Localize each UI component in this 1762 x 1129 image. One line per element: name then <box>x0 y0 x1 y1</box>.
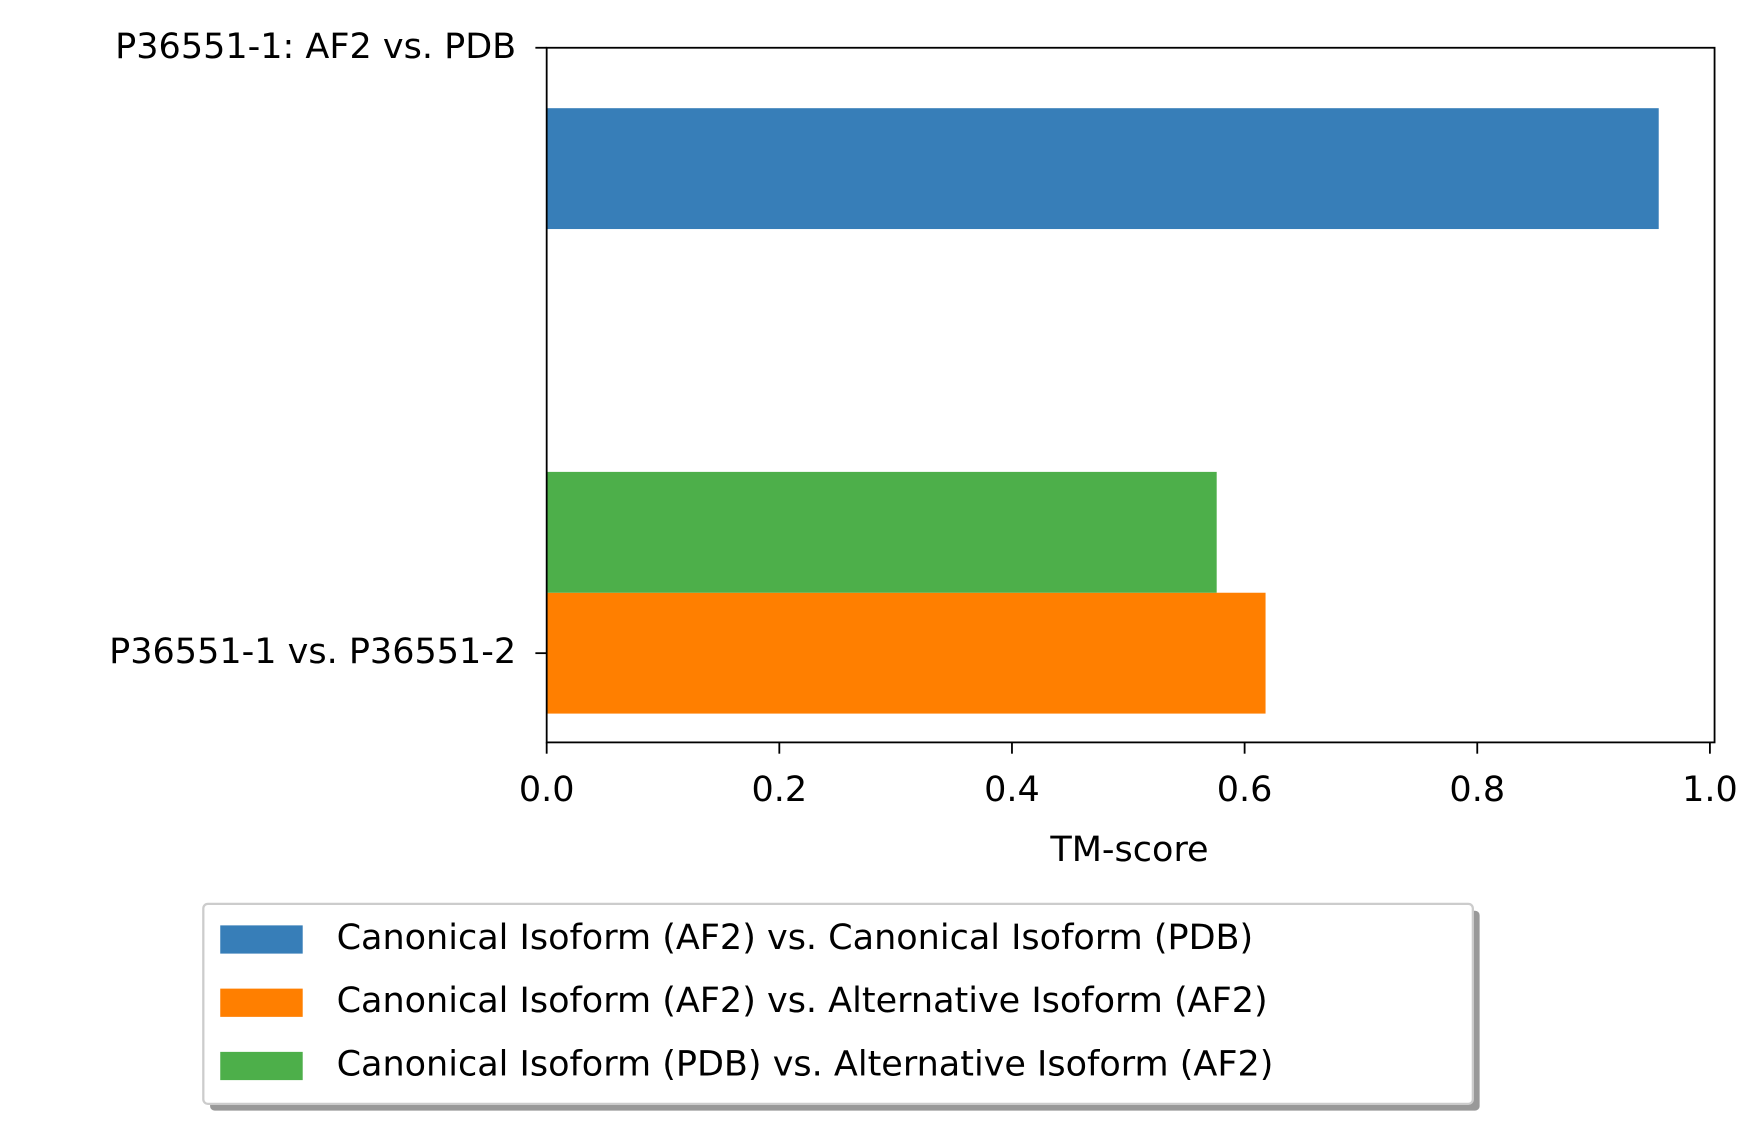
y-tick-label: P36551-1 vs. P36551-2 <box>109 632 516 672</box>
legend-label: Canonical Isoform (AF2) vs. Alternative … <box>337 981 1268 1021</box>
legend-swatch <box>220 925 303 954</box>
legend-label: Canonical Isoform (PDB) vs. Alternative … <box>337 1044 1274 1084</box>
x-axis-label: TM-score <box>1049 830 1208 870</box>
x-tick-label: 0.4 <box>984 770 1040 810</box>
x-tick-label: 1.0 <box>1682 770 1738 810</box>
bar <box>546 592 1266 714</box>
bar <box>546 471 1217 593</box>
x-tick-label: 0.0 <box>519 770 575 810</box>
x-tick-label: 0.8 <box>1449 770 1505 810</box>
bar <box>546 108 1659 230</box>
plot-frame <box>545 46 1716 744</box>
y-tick-label: P36551-1: AF2 vs. PDB <box>115 27 516 67</box>
legend-label: Canonical Isoform (AF2) vs. Canonical Is… <box>337 918 1254 958</box>
legend <box>202 902 1474 1105</box>
legend-swatch <box>220 1051 303 1081</box>
legend-swatch <box>220 988 303 1017</box>
x-tick-label: 0.2 <box>751 770 807 810</box>
x-tick-label: 0.6 <box>1217 770 1273 810</box>
